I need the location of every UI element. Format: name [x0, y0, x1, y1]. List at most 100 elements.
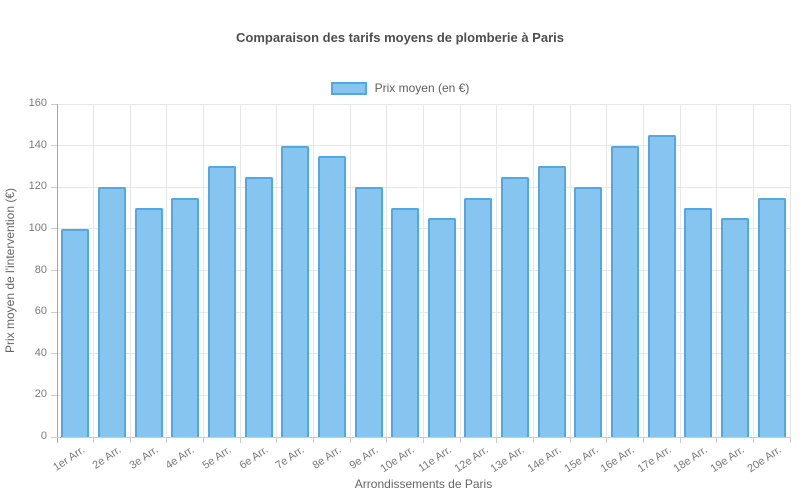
y-tick-label: 0	[40, 430, 47, 442]
x-tick-label: 18e Arr.	[671, 444, 711, 476]
y-tick-label: 40	[34, 346, 47, 359]
bar-18e-arr[interactable]	[684, 208, 713, 437]
x-gridline	[532, 104, 534, 437]
bar-12e-arr[interactable]	[464, 198, 493, 437]
y-tick-mark	[51, 103, 57, 105]
x-tick-mark	[276, 437, 278, 443]
legend-label: Prix moyen (en €)	[374, 81, 470, 95]
x-tick-mark	[386, 437, 388, 443]
bar-5e-arr[interactable]	[207, 166, 236, 437]
x-tick-mark	[789, 437, 791, 443]
x-tick-label: 2e Arr.	[90, 444, 124, 472]
y-tick-mark	[51, 311, 57, 313]
x-tick-mark	[203, 437, 205, 443]
y-tick-mark	[51, 436, 57, 438]
x-tick-label: 16e Arr.	[598, 444, 637, 476]
x-tick-mark	[752, 437, 754, 443]
y-tick-mark	[51, 145, 57, 147]
x-tick-label: 1er Arr.	[50, 444, 88, 474]
bar-13e-arr[interactable]	[501, 177, 530, 437]
x-gridline	[606, 104, 608, 437]
x-tick-mark	[496, 437, 498, 443]
bar-16e-arr[interactable]	[611, 146, 640, 437]
bar-10e-arr[interactable]	[391, 208, 420, 437]
x-gridline	[313, 104, 315, 437]
y-tick-label: 60	[34, 305, 47, 318]
y-tick-mark	[51, 186, 57, 188]
x-tick-mark	[166, 437, 168, 443]
x-gridline	[349, 104, 351, 437]
x-gridline	[459, 104, 461, 437]
x-gridline	[496, 104, 498, 437]
x-gridline	[569, 104, 571, 437]
bar-11e-arr[interactable]	[427, 218, 456, 437]
x-gridline	[789, 104, 791, 437]
x-gridline	[642, 104, 644, 437]
x-gridline	[276, 104, 278, 437]
x-gridline	[166, 104, 168, 437]
x-tick-label: 3e Arr.	[127, 444, 161, 472]
x-tick-label: 13e Arr.	[488, 444, 527, 476]
x-tick-mark	[532, 437, 534, 443]
y-tick-label: 20	[34, 388, 47, 401]
x-tick-mark	[349, 437, 351, 443]
chart-title: Comparaison des tarifs moyens de plomber…	[235, 30, 564, 45]
x-tick-label: 19e Arr.	[708, 444, 747, 476]
x-tick-mark	[679, 437, 681, 443]
bar-6e-arr[interactable]	[244, 177, 273, 437]
bar-1er-arr[interactable]	[61, 229, 90, 437]
bar-2e-arr[interactable]	[97, 187, 126, 437]
legend: Prix moyen (en €)	[0, 81, 800, 95]
x-tick-mark	[313, 437, 315, 443]
x-tick-label: 5e Arr.	[200, 444, 234, 472]
x-tick-label: 20e Arr.	[745, 444, 784, 476]
x-tick-mark	[239, 437, 241, 443]
y-tick-mark	[51, 353, 57, 355]
x-tick-label: 12e Arr.	[452, 444, 491, 476]
bar-9e-arr[interactable]	[354, 187, 383, 437]
x-tick-label: 10e Arr.	[378, 444, 417, 476]
x-gridline	[203, 104, 205, 437]
bar-14e-arr[interactable]	[537, 166, 566, 437]
legend-item[interactable]: Prix moyen (en €)	[330, 81, 470, 95]
x-gridline	[716, 104, 718, 437]
x-tick-label: 11e Arr.	[416, 444, 454, 475]
bar-20e-arr[interactable]	[757, 198, 786, 437]
y-tick-mark	[51, 394, 57, 396]
bar-3e-arr[interactable]	[134, 208, 163, 437]
x-gridline	[386, 104, 388, 437]
x-tick-mark	[606, 437, 608, 443]
bar-15e-arr[interactable]	[574, 187, 603, 437]
x-tick-mark	[716, 437, 718, 443]
y-tick-label: 140	[28, 138, 47, 151]
x-gridline	[423, 104, 424, 437]
y-tick-mark	[51, 270, 57, 271]
y-axis-line	[56, 104, 58, 443]
x-tick-mark	[93, 437, 95, 443]
x-tick-label: 8e Arr.	[310, 444, 344, 472]
x-tick-label: 4e Arr.	[163, 444, 197, 472]
x-gridline	[129, 104, 131, 437]
y-tick-label: 100	[28, 221, 47, 234]
x-tick-mark	[423, 437, 424, 443]
x-gridline	[679, 104, 681, 437]
legend-swatch	[330, 81, 367, 95]
x-tick-mark	[642, 437, 644, 443]
x-gridline	[752, 104, 754, 437]
y-tick-mark	[51, 228, 57, 230]
x-tick-label: 17e Arr.	[635, 444, 674, 476]
bar-8e-arr[interactable]	[317, 156, 346, 437]
bar-17e-arr[interactable]	[647, 135, 676, 437]
x-tick-label: 15e Arr.	[561, 444, 601, 476]
y-tick-label: 120	[28, 180, 47, 193]
bar-4e-arr[interactable]	[171, 198, 200, 437]
x-tick-label: 7e Arr.	[273, 444, 307, 472]
x-tick-label: 6e Arr.	[237, 444, 271, 472]
x-tick-label: 14e Arr.	[525, 444, 564, 476]
bar-19e-arr[interactable]	[721, 218, 750, 437]
y-tick-label: 80	[34, 263, 47, 276]
x-gridline	[239, 104, 241, 437]
x-gridline	[93, 104, 95, 437]
bar-7e-arr[interactable]	[281, 146, 310, 437]
